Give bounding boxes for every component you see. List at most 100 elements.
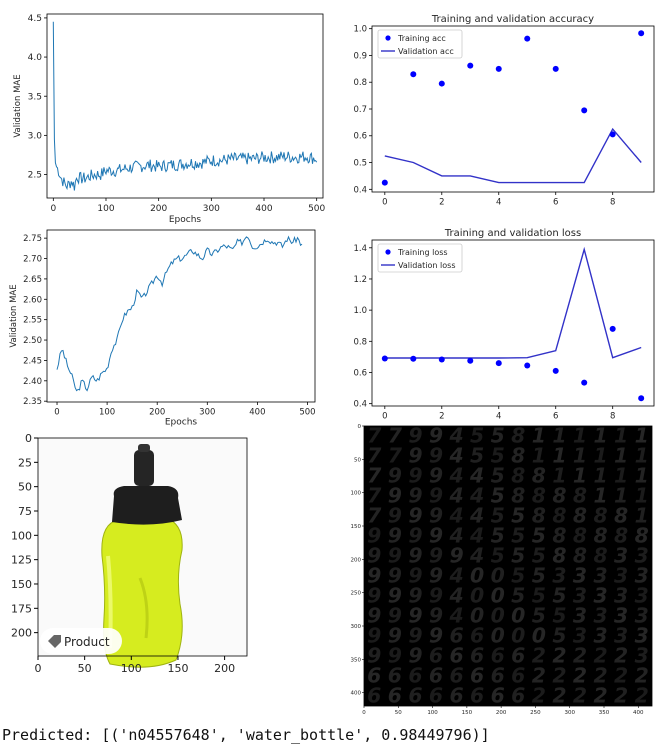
digit-cell: 3 <box>552 563 566 587</box>
digit-cell: 9 <box>408 423 422 447</box>
digit-cell: 1 <box>593 483 607 507</box>
legend-label-validation: Validation acc <box>398 47 454 56</box>
y-tick-label: 2.55 <box>23 316 42 326</box>
digit-cell: 1 <box>573 443 587 467</box>
chart-mae-full: 0 100 200 300 400 500 2.5 3.0 3.5 4.0 4.5 Epochs Val… <box>13 13 326 225</box>
digit-cell: 5 <box>552 623 566 647</box>
x-tick-label: 100 <box>97 204 114 214</box>
digit-cell: 7 <box>367 443 382 467</box>
y-tick-label: 150 <box>11 578 32 591</box>
digit-cell: 9 <box>388 603 402 627</box>
digit-cell: 5 <box>532 563 546 587</box>
digit-cell: 6 <box>449 663 463 687</box>
training-point <box>467 357 474 364</box>
plot-area: Product 0 50 100 150 200 0 25 50 75 100 125 150 175 20… <box>11 432 248 675</box>
digit-cell: 0 <box>511 603 525 627</box>
legend-label-training: Training loss <box>397 248 448 257</box>
training-point <box>524 362 531 369</box>
digit-cell: 6 <box>511 683 525 707</box>
x-tick-label: 300 <box>564 710 575 716</box>
training-point <box>438 80 445 87</box>
x-tick-label: 200 <box>150 204 167 214</box>
digit-cell: 0 <box>470 583 484 607</box>
y-tick-label: 0.6 <box>353 368 367 378</box>
product-label: Product <box>64 635 110 649</box>
digit-cell: 6 <box>470 683 484 707</box>
digit-cell: 5 <box>532 603 546 627</box>
training-point <box>609 131 616 138</box>
digit-cell: 1 <box>532 443 546 467</box>
y-tick-label: 0.8 <box>353 78 367 88</box>
x-tick-label: 300 <box>199 408 215 418</box>
y-tick-label: 50 <box>18 481 32 494</box>
digit-cell: 2 <box>552 663 566 687</box>
training-point <box>581 107 588 114</box>
bottle-nozzle-tip <box>138 444 150 452</box>
digit-cell: 4 <box>469 463 484 487</box>
digit-cell: 5 <box>552 583 566 607</box>
digit-cell: 5 <box>532 523 546 547</box>
y-tick-label: 3.0 <box>28 132 43 142</box>
y-tick-label: 0.4 <box>353 400 367 410</box>
y-tick-label: 100 <box>11 529 32 542</box>
x-tick-label: 4 <box>496 412 501 422</box>
digit-cell: 1 <box>552 423 566 447</box>
digit-cell: 8 <box>573 483 587 507</box>
digit-cell: 8 <box>552 503 566 527</box>
digit-cell: 8 <box>532 503 546 527</box>
axes-frame <box>37 437 248 657</box>
digit-cell: 1 <box>614 483 628 507</box>
x-axis-label: Epochs <box>169 215 202 225</box>
bottle-nozzle <box>134 450 154 486</box>
digit-cell: 6 <box>511 643 525 667</box>
digit-cell: 9 <box>388 483 402 507</box>
training-point <box>381 355 388 362</box>
digit-cell: 9 <box>367 563 381 587</box>
y-tick-label: 2.5 <box>28 171 42 181</box>
digit-cell: 2 <box>573 643 587 667</box>
digit-cell: 9 <box>388 523 402 547</box>
digit-cell: 5 <box>511 543 525 567</box>
digit-cell: 6 <box>367 683 381 707</box>
digit-cell: 8 <box>511 423 525 447</box>
digit-cell: 0 <box>491 603 505 627</box>
digit-cell: 6 <box>470 643 484 667</box>
digit-cell: 1 <box>635 423 649 447</box>
digit-cell: 9 <box>367 623 381 647</box>
x-tick-label: 0 <box>50 204 56 214</box>
y-tick-label: 250 <box>351 591 362 597</box>
digit-cell: 6 <box>367 663 381 687</box>
digit-cell: 9 <box>429 603 443 627</box>
digit-cell: 9 <box>367 543 381 567</box>
digit-cell: 1 <box>635 503 649 527</box>
x-tick-label: 8 <box>610 412 615 422</box>
x-tick-label: 400 <box>255 204 272 214</box>
training-point <box>581 379 588 386</box>
digit-cell: 6 <box>470 663 484 687</box>
digit-cell: 3 <box>573 583 587 607</box>
digit-cell: 9 <box>408 603 422 627</box>
digit-cell: 5 <box>491 443 505 467</box>
digit-cell: 5 <box>552 603 566 627</box>
digit-cell: 6 <box>429 683 443 707</box>
digit-cell: 2 <box>532 663 546 687</box>
digit-cell: 3 <box>635 563 649 587</box>
chart-title: Training and validation loss <box>444 228 581 239</box>
digit-cell: 3 <box>593 583 607 607</box>
digit-cell: 9 <box>367 603 381 627</box>
chart-bottle-image: Product 0 50 100 150 200 0 25 50 75 100 125 150 175 20… <box>11 432 248 675</box>
digit-cell: 8 <box>635 523 649 547</box>
digit-cell: 9 <box>388 503 402 527</box>
digit-cell: 2 <box>593 643 607 667</box>
digit-cell: 3 <box>614 543 628 567</box>
digit-cell: 9 <box>408 443 422 467</box>
axes-frame <box>363 425 653 707</box>
training-point <box>467 62 474 69</box>
digit-cell: 2 <box>532 683 546 707</box>
x-tick-label: 500 <box>308 204 325 214</box>
digit-cell: 7 <box>367 483 382 507</box>
digit-cell: 9 <box>408 543 422 567</box>
digit-cell: 3 <box>614 603 628 627</box>
digit-cell: 2 <box>552 683 566 707</box>
digit-cell: 4 <box>469 503 484 527</box>
